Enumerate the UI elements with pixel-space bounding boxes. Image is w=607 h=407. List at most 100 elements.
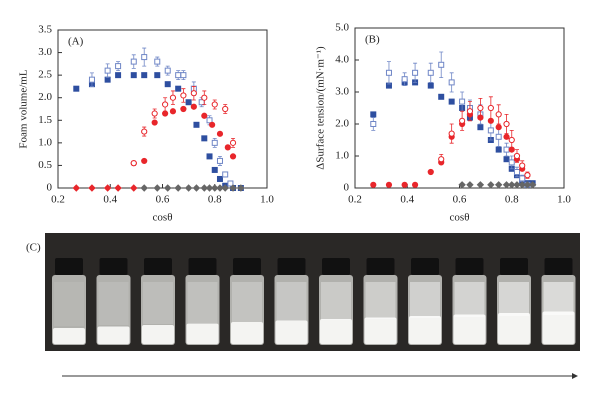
point [513, 152, 521, 160]
point [508, 181, 516, 189]
point [175, 85, 182, 92]
point [200, 184, 209, 192]
point [88, 76, 95, 83]
vial-liquid [97, 326, 130, 344]
y-axis-label: Foam volume/mL [18, 69, 30, 148]
point [205, 184, 214, 192]
point [201, 112, 208, 119]
point [224, 144, 231, 151]
vial-foam [98, 282, 129, 325]
vial-cap [411, 258, 439, 275]
point [385, 181, 393, 188]
point [206, 117, 213, 124]
point [104, 76, 111, 83]
point [192, 184, 201, 192]
point [211, 139, 218, 146]
point [448, 98, 455, 105]
y-tick-label: 2.5 [38, 69, 52, 81]
point [427, 69, 434, 76]
point [141, 128, 148, 135]
point [503, 156, 510, 163]
photo-panel [45, 233, 580, 351]
y-tick-label: 0 [344, 182, 350, 194]
point [401, 181, 408, 188]
point [427, 82, 434, 89]
x-tick-label: 1.0 [260, 194, 274, 206]
point [151, 119, 158, 126]
y-tick-label: 2.0 [335, 118, 349, 130]
vial-cap [188, 258, 217, 275]
x-tick-label: 0.6 [453, 194, 467, 206]
x-tick-label: 0.4 [400, 194, 414, 206]
point [140, 184, 148, 192]
vial-foam [232, 282, 262, 322]
point [130, 184, 138, 192]
point [503, 120, 510, 128]
vial-foam [543, 282, 574, 315]
vial-body [52, 275, 86, 345]
point [104, 67, 111, 74]
point [141, 72, 148, 79]
vial-cap [544, 258, 573, 275]
point [459, 117, 466, 124]
point [508, 136, 515, 144]
point [211, 184, 219, 192]
point [180, 92, 187, 99]
point [164, 184, 172, 192]
x-tick-label: 1.0 [557, 194, 571, 206]
point [190, 103, 197, 110]
y-tick-label: 0 [47, 182, 53, 194]
point [411, 181, 419, 188]
point [222, 171, 229, 178]
point [130, 58, 137, 65]
y-tick-label: 3.5 [38, 24, 52, 36]
point [130, 72, 137, 79]
vial-liquid [320, 319, 352, 344]
point [448, 130, 455, 137]
y-axis-label: ΔSurface tension/(mN·m⁻¹) [315, 46, 327, 170]
point [216, 157, 223, 164]
point [495, 124, 502, 131]
vial-liquid [409, 316, 441, 344]
vial-liquid [142, 325, 174, 344]
y-tick-label: 3.0 [38, 46, 52, 58]
point [519, 175, 526, 182]
point [180, 72, 187, 79]
point [438, 93, 445, 100]
point [518, 181, 526, 189]
point [487, 127, 494, 134]
point [180, 105, 187, 113]
point [503, 146, 510, 153]
point [164, 67, 171, 74]
point [401, 76, 408, 83]
point [229, 139, 237, 146]
point [201, 135, 208, 142]
vial-liquid [498, 313, 530, 344]
vial-foam [365, 282, 396, 319]
point [524, 172, 531, 179]
y-tick-label: 1.0 [38, 136, 52, 148]
vial-foam [454, 282, 485, 317]
y-tick-label: 4.0 [335, 54, 349, 66]
vial-foam [276, 282, 307, 321]
point [508, 159, 515, 166]
point [115, 72, 122, 79]
vial-liquid [231, 322, 263, 344]
point [169, 108, 177, 115]
point [209, 121, 216, 128]
x-tick-label: 0.2 [51, 194, 65, 206]
point [216, 175, 223, 182]
point [185, 99, 192, 106]
y-tick-label: 1.5 [38, 114, 52, 126]
point [222, 105, 229, 113]
vial-liquid [542, 311, 575, 344]
point [115, 63, 122, 70]
point [151, 110, 158, 117]
point [519, 162, 526, 169]
point [495, 133, 502, 140]
vial-liquid [453, 314, 486, 344]
point [154, 72, 161, 79]
point [448, 79, 455, 86]
